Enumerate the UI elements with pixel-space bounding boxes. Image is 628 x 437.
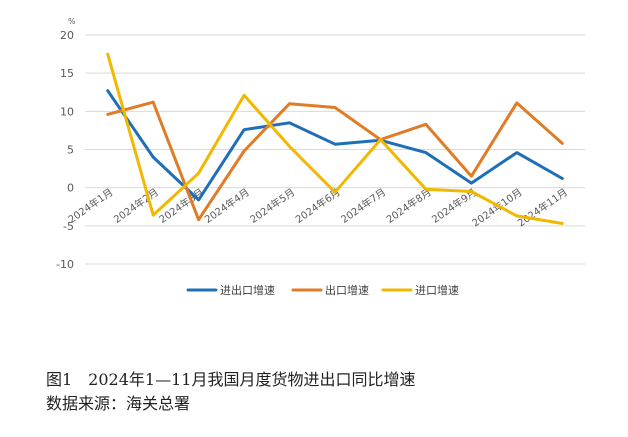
series-line [106, 100, 564, 222]
y-unit-label: % [68, 17, 76, 26]
x-tick-label: 2024年7月 [338, 185, 388, 225]
y-tick-label: 15 [60, 67, 74, 80]
y-tick-label: 5 [67, 144, 74, 157]
x-tick-label: 2024年8月 [384, 185, 434, 225]
y-axis: % -10 -5 0 5 10 15 20 [56, 17, 76, 271]
series-line [106, 52, 564, 225]
legend-label: 出口增速 [325, 283, 369, 297]
series-lines [106, 52, 564, 225]
legend-label: 进出口增速 [220, 283, 275, 297]
line-chart: % -10 -5 0 5 10 15 20 2024年1月2024年2月2024年3月2024… [56, 17, 585, 297]
legend: 进出口增速 出口增速 进口增速 [186, 283, 459, 297]
gridlines [85, 34, 585, 265]
x-tick-label: 2024年10月 [469, 185, 524, 229]
y-tick-label: 10 [60, 105, 74, 118]
x-axis: 2024年1月2024年2月2024年3月2024年4月2024年5月2024年… [66, 185, 570, 229]
legend-item: 进出口增速 [186, 283, 275, 297]
x-tick-label: 2024年5月 [247, 185, 297, 225]
y-tick-label: 0 [67, 182, 74, 195]
figure-caption: 图1 2024年1—11月我国月度货物进出口同比增速 [46, 370, 416, 389]
data-source: 数据来源：海关总署 [46, 394, 191, 413]
y-tick-label: -5 [63, 220, 74, 233]
y-tick-label: 20 [60, 29, 74, 42]
legend-item: 进口增速 [381, 283, 459, 297]
y-tick-label: -10 [56, 258, 74, 271]
legend-label: 进口增速 [415, 283, 459, 297]
x-tick-label: 2024年2月 [111, 185, 161, 225]
legend-item: 出口增速 [291, 283, 369, 297]
